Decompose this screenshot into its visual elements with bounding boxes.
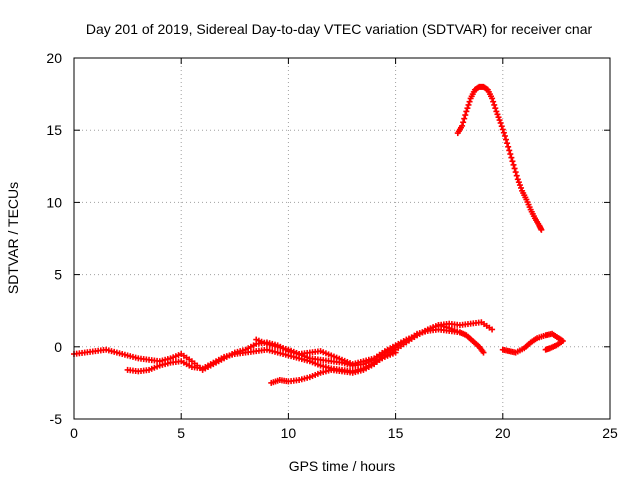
data-point	[499, 126, 506, 133]
x-tick-label: 20	[495, 425, 511, 441]
data-point	[491, 101, 498, 108]
x-tick-label: 25	[602, 425, 618, 441]
y-tick-label: 5	[54, 267, 62, 283]
data-point	[500, 129, 507, 136]
y-tick-label: 20	[46, 50, 62, 66]
data-point	[503, 136, 510, 143]
data-point	[516, 182, 523, 189]
x-tick-label: 10	[281, 425, 297, 441]
data-point	[463, 108, 470, 115]
data-point	[511, 165, 518, 172]
data-point	[490, 98, 497, 105]
data-point	[466, 98, 473, 105]
y-tick-label: 10	[46, 194, 62, 210]
data-point	[480, 349, 487, 356]
data-point	[504, 140, 511, 147]
plot-frame	[73, 57, 611, 420]
data-point	[496, 117, 503, 124]
x-tick-label: 5	[177, 425, 185, 441]
data-point	[462, 112, 469, 119]
data-point	[515, 179, 522, 186]
data-point	[542, 346, 549, 353]
data-point	[507, 151, 514, 158]
x-axis-label: GPS time / hours	[289, 458, 396, 474]
data-point	[512, 169, 519, 176]
data-point	[508, 154, 515, 161]
data-point	[494, 111, 501, 118]
data-point	[459, 122, 466, 129]
x-tick-label: 15	[388, 425, 404, 441]
data-point	[493, 108, 500, 115]
data-point	[497, 119, 504, 126]
data-point	[505, 143, 512, 150]
x-tick-label: 0	[70, 425, 78, 441]
series-track-peak	[454, 83, 545, 233]
data-point	[510, 161, 517, 168]
data-point	[489, 326, 496, 333]
data-point	[501, 132, 508, 139]
data-point	[538, 226, 545, 233]
data-point	[498, 123, 505, 130]
y-tick-label: 0	[54, 339, 62, 355]
series-layer	[71, 83, 566, 386]
axis-ticks: 0 5 10 15 20 25 -5 0 5 10 15 20	[46, 50, 618, 441]
y-tick-label: 15	[46, 122, 62, 138]
y-tick-label: -5	[50, 411, 63, 427]
data-point	[509, 158, 516, 165]
data-point	[513, 172, 520, 179]
y-axis-label: SDTVAR / TECUs	[5, 182, 21, 294]
series-track-end	[499, 330, 566, 356]
data-point	[489, 95, 496, 102]
data-point	[495, 114, 502, 121]
data-point	[460, 119, 467, 126]
data-point	[518, 184, 525, 191]
data-point	[506, 147, 513, 154]
chart-title: Day 201 of 2019, Sidereal Day-to-day VTE…	[86, 21, 593, 37]
data-point	[456, 329, 463, 336]
data-point	[492, 105, 499, 112]
series-track-mid	[253, 326, 463, 369]
data-point	[464, 105, 471, 112]
data-point	[461, 115, 468, 122]
data-point	[465, 101, 472, 108]
data-point	[514, 176, 521, 183]
